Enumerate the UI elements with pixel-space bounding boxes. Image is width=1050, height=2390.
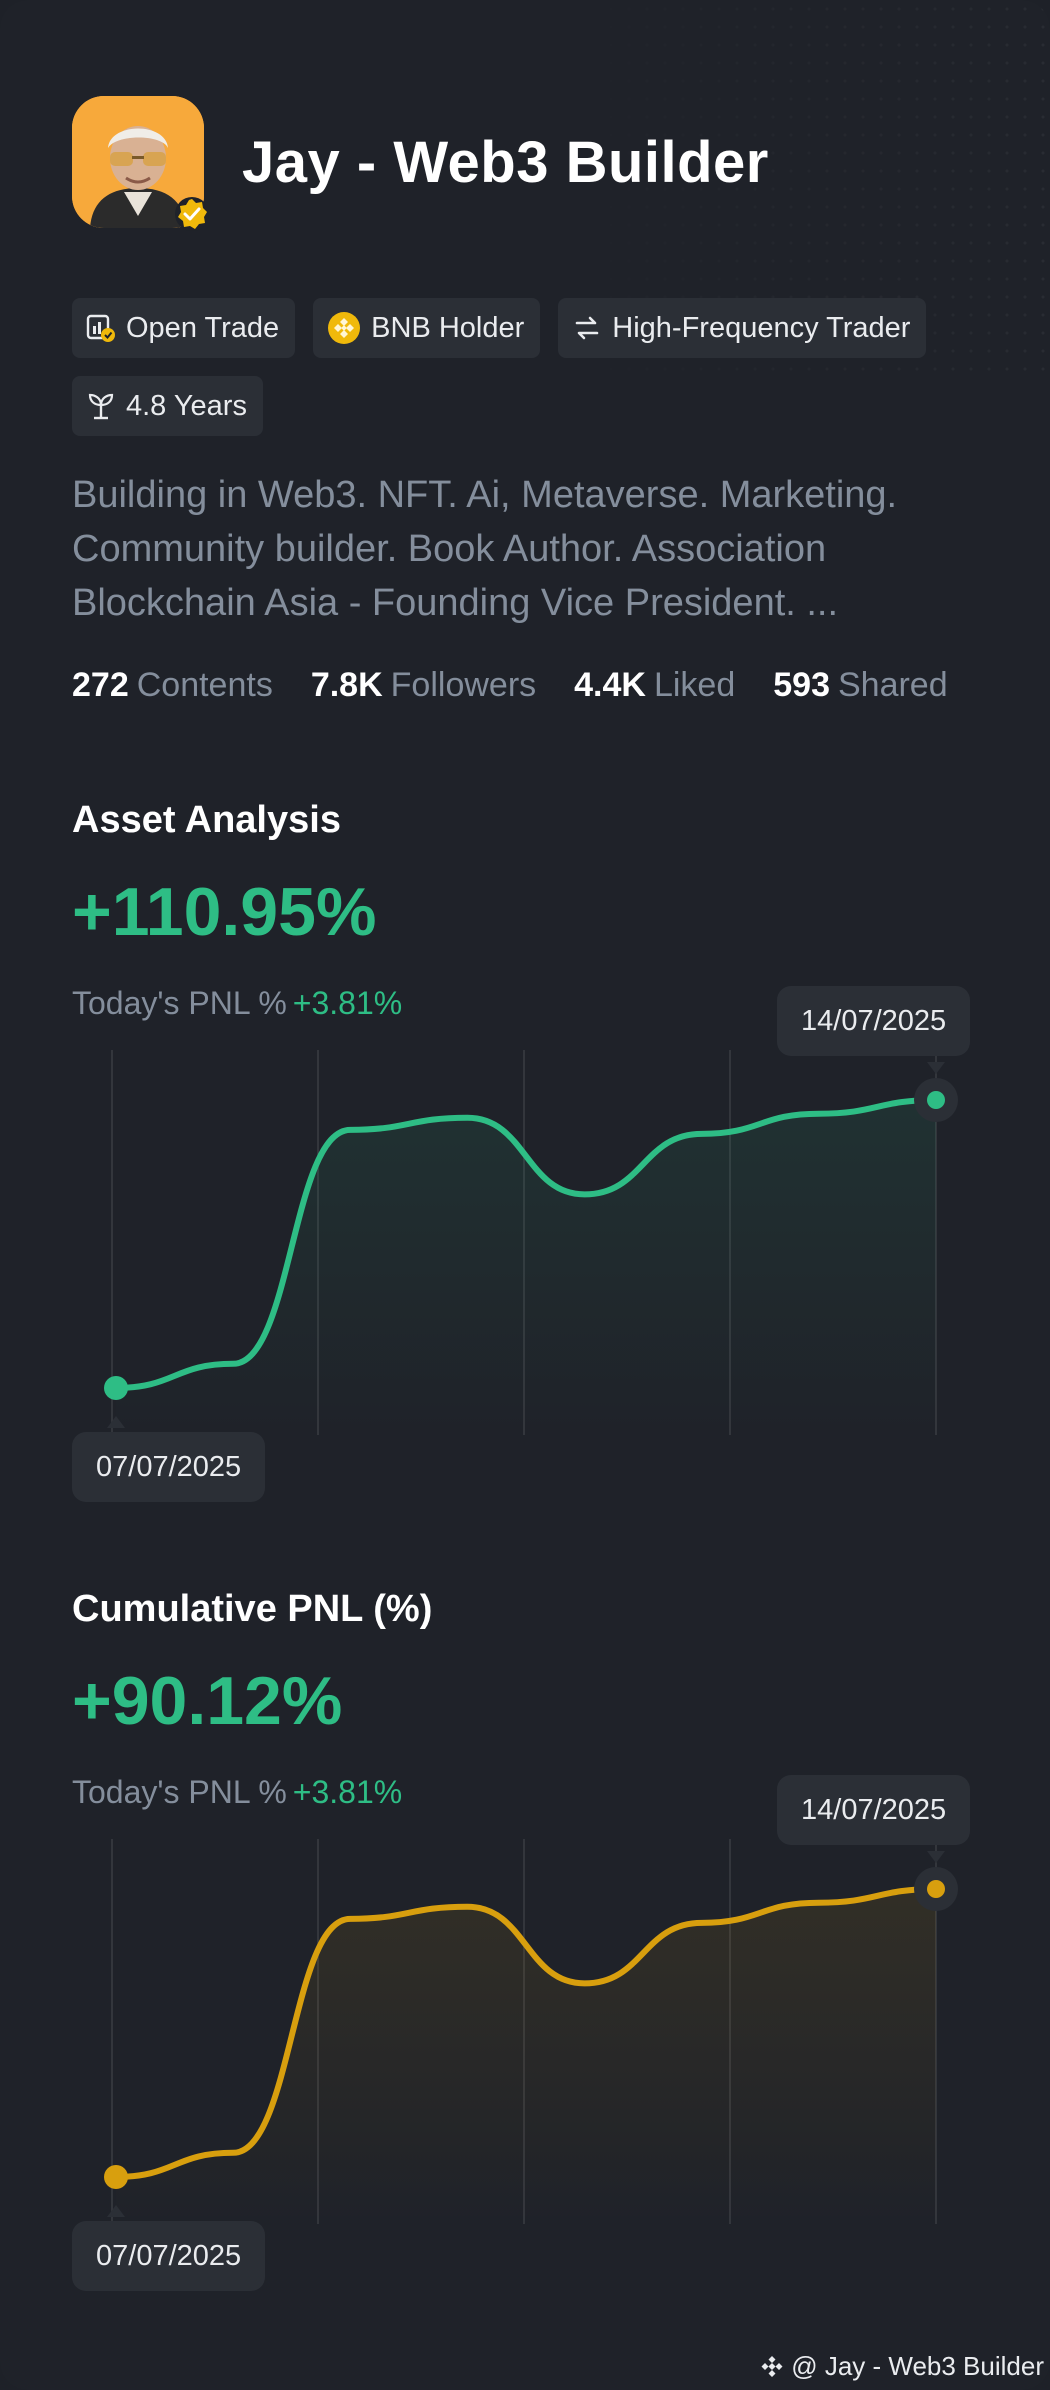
stat-value: 4.4K — [574, 666, 646, 704]
cumulative-pnl-title: Cumulative PNL (%) — [72, 1588, 433, 1630]
stat-value: 593 — [773, 666, 830, 704]
tag-open-trade[interactable]: Open Trade — [72, 298, 296, 358]
tag-label: 4.8 Years — [126, 389, 247, 422]
start-point — [104, 2165, 128, 2189]
avatar-portrait — [72, 96, 204, 228]
stat-contents[interactable]: 272 Contents — [72, 666, 273, 705]
tag-label: BNB Holder — [371, 311, 525, 344]
bio-line: Blockchain Asia - Founding Vice Presiden… — [72, 582, 839, 624]
tag-label: Open Trade — [126, 311, 280, 344]
end-point — [927, 1880, 945, 1898]
series-area — [116, 1889, 936, 2224]
sprout-icon — [88, 393, 114, 420]
start-point — [104, 1376, 128, 1400]
stat-liked[interactable]: 4.4K Liked — [574, 666, 735, 705]
profile-stats: 272 Contents 7.8K Followers 4.4K Liked 593 S… — [72, 666, 948, 705]
end-date-label: 14/07/2025 — [777, 1775, 971, 1845]
today-pnl-value: +3.81% — [292, 985, 403, 1021]
today-pnl-label: Today's PNL % — [72, 985, 287, 1021]
asset-analysis-value: +110.95% — [72, 874, 377, 950]
stat-label: Shared — [837, 666, 948, 704]
tag-years[interactable]: 4.8 Years — [72, 376, 263, 436]
end-date-label: 14/07/2025 — [777, 986, 971, 1056]
stat-value: 272 — [72, 666, 129, 704]
watermark-text: @ Jay - Web3 Builder — [791, 2351, 1044, 2381]
cumulative-pnl-chart — [104, 1839, 958, 2224]
end-point — [927, 1091, 945, 1109]
asset-analysis-section: Asset Analysis +110.95% Today's PNL % +3.… — [0, 795, 1050, 1535]
binance-logo-icon — [761, 2355, 783, 2377]
cumulative-today-pnl: Today's PNL % +3.81% — [72, 1774, 402, 1811]
stat-label: Liked — [653, 666, 736, 704]
open-trade-icon — [86, 314, 115, 342]
swap-arrows-icon — [575, 316, 599, 340]
profile-header: Jay - Web3 Builder — [72, 96, 769, 231]
tag-label: High-Frequency Trader — [612, 311, 911, 344]
series-line — [113, 1097, 939, 1391]
series-line — [113, 1886, 939, 2180]
bio-line: Community builder. Book Author. Associat… — [72, 528, 827, 570]
asset-analysis-chart — [104, 1050, 958, 1435]
today-pnl-value: +3.81% — [292, 1774, 403, 1810]
stat-label: Followers — [390, 666, 537, 704]
avatar[interactable] — [72, 96, 209, 231]
today-pnl-label: Today's PNL % — [72, 1774, 287, 1810]
end-label-pointer — [927, 1062, 945, 1074]
asset-analysis-title: Asset Analysis — [72, 799, 341, 841]
start-date-label: 07/07/2025 — [72, 2221, 266, 2291]
bnb-coin-icon — [328, 312, 361, 344]
stat-followers[interactable]: 7.8K Followers — [311, 666, 536, 705]
stat-shared[interactable]: 593 Shared — [773, 666, 947, 705]
profile-bio: Building in Web3. NFT. Ai, Metaverse. Ma… — [72, 468, 1002, 630]
verified-badge-icon — [175, 197, 209, 231]
tag-list: Open Trade BNB Holder High-Frequency Tra… — [72, 298, 992, 436]
bio-line: Building in Web3. NFT. Ai, Metaverse. Ma… — [72, 474, 898, 516]
watermark: @ Jay - Web3 Builder — [759, 2351, 1044, 2382]
start-date-label: 07/07/2025 — [72, 1432, 266, 1502]
tag-bnb-holder[interactable]: BNB Holder — [313, 298, 541, 358]
asset-today-pnl: Today's PNL % +3.81% — [72, 985, 402, 1022]
stat-label: Contents — [136, 666, 273, 704]
cumulative-pnl-value: +90.12% — [72, 1663, 343, 1739]
cumulative-pnl-section: Cumulative PNL (%) +90.12% Today's PNL %… — [0, 1584, 1050, 2324]
series-area — [116, 1100, 936, 1435]
start-label-pointer — [107, 1416, 125, 1428]
stat-value: 7.8K — [310, 666, 383, 704]
end-label-pointer — [927, 1851, 945, 1863]
start-label-pointer — [107, 2205, 125, 2217]
tag-high-frequency-trader[interactable]: High-Frequency Trader — [558, 298, 927, 358]
profile-name: Jay - Web3 Builder — [242, 129, 769, 195]
